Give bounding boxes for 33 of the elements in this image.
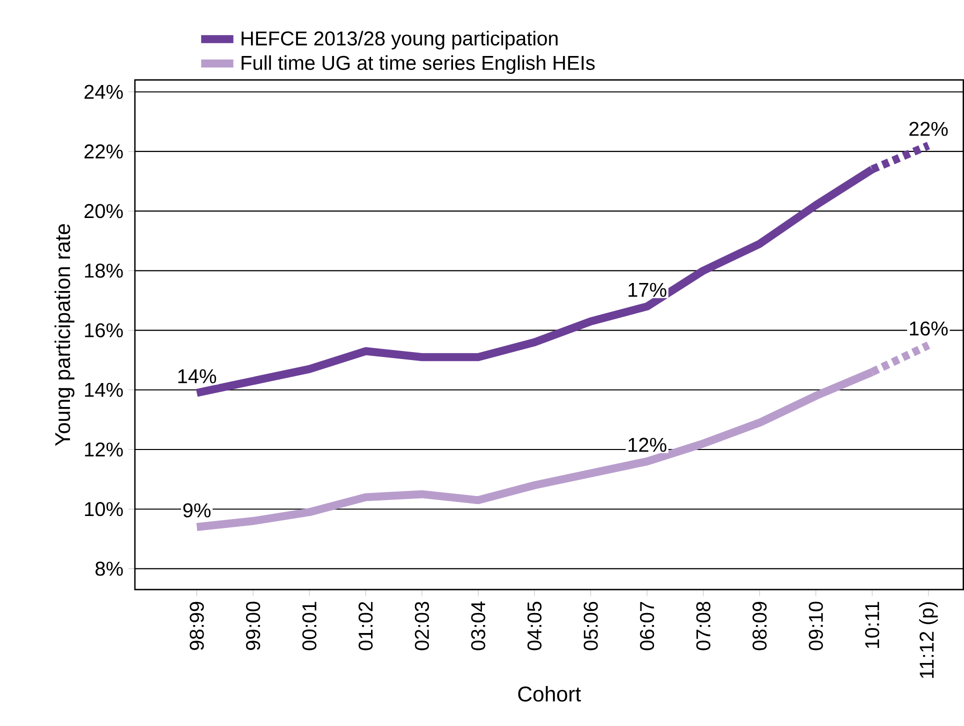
y-tick-label: 14% xyxy=(85,382,123,397)
x-tick-label: 03:04 xyxy=(471,601,486,650)
data-label: 16% xyxy=(910,321,948,336)
x-tick-label: 00:01 xyxy=(302,602,316,650)
data-label: 17% xyxy=(628,282,666,297)
data-label: 12% xyxy=(628,438,666,452)
x-tick-label: 07:08 xyxy=(696,602,710,650)
y-tick-label: 8% xyxy=(96,561,123,576)
y-tick-label: 24% xyxy=(84,84,123,99)
x-tick-label: 06:07 xyxy=(640,602,654,650)
data-label: 9% xyxy=(183,503,211,518)
x-tick-label: 04:05 xyxy=(527,602,542,650)
x-tick-label: 02:03 xyxy=(414,602,429,650)
x-tick-label: 01:02 xyxy=(358,602,373,650)
x-tick-label: 05:06 xyxy=(584,602,598,650)
y-tick-label: 20% xyxy=(84,204,123,218)
data-label: 22% xyxy=(909,122,948,136)
x-tick-label: 98:99 xyxy=(190,602,204,650)
x-tick-label: 99:00 xyxy=(246,602,260,650)
legend-label: HEFCE 2013/28 young participation xyxy=(242,30,558,50)
x-tick-label: 11:12 (p) xyxy=(919,602,938,678)
x-tick-label: 08:09 xyxy=(752,602,767,650)
x-axis-title: Cohort xyxy=(518,686,581,702)
y-tick-label: 16% xyxy=(85,322,123,338)
y-tick-label: 18% xyxy=(85,263,123,278)
y-tick-label: 12% xyxy=(85,442,123,456)
y-tick-label: 10% xyxy=(85,502,123,516)
x-tick-label: 09:10 xyxy=(808,602,823,650)
y-axis-title: Young participation rate xyxy=(54,224,74,446)
legend-label: Full time UG at time series English HEIs xyxy=(242,55,595,74)
y-tick-label: 22% xyxy=(84,144,123,158)
x-tick-label: 10:11 xyxy=(865,602,880,648)
data-label: 14% xyxy=(178,369,216,384)
